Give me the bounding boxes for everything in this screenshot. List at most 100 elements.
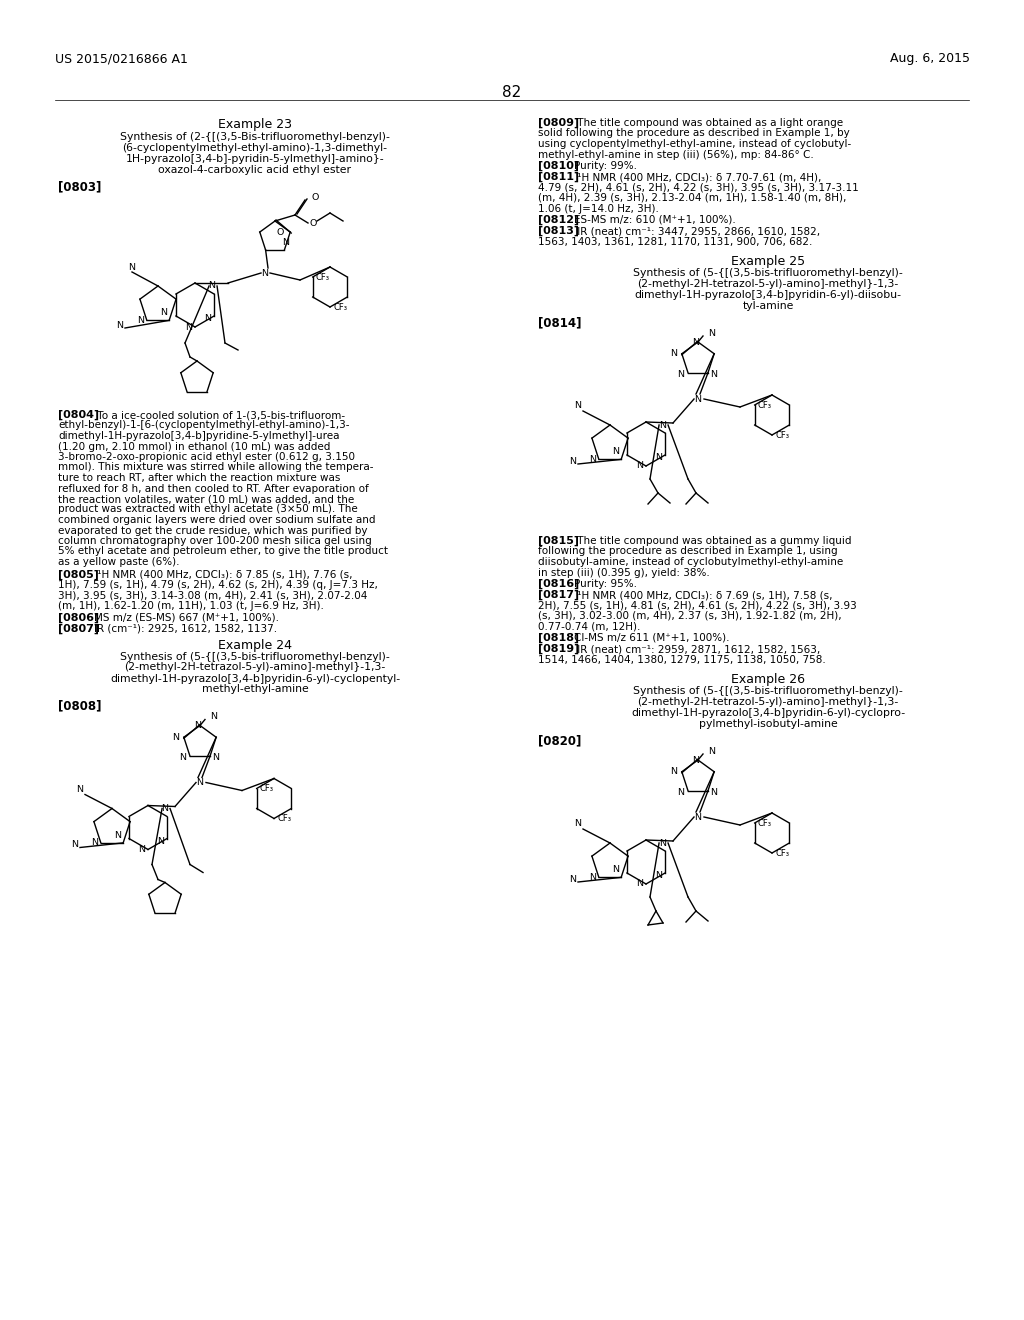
Text: as a yellow paste (6%).: as a yellow paste (6%). — [58, 557, 179, 568]
Text: [0818]: [0818] — [538, 634, 580, 643]
Text: ¹H NMR (400 MHz, CDCl₃): δ 7.70-7.61 (m, 4H),: ¹H NMR (400 MHz, CDCl₃): δ 7.70-7.61 (m,… — [574, 172, 821, 182]
Text: (2-methyl-2H-tetrazol-5-yl)-amino]-methyl}-1,3-: (2-methyl-2H-tetrazol-5-yl)-amino]-methy… — [637, 279, 899, 289]
Text: [0819]: [0819] — [538, 644, 580, 655]
Text: 1.06 (t, J=14.0 Hz, 3H).: 1.06 (t, J=14.0 Hz, 3H). — [538, 203, 658, 214]
Text: methyl-ethyl-amine in step (iii) (56%), mp: 84-86° C.: methyl-ethyl-amine in step (iii) (56%), … — [538, 149, 814, 160]
Text: 1563, 1403, 1361, 1281, 1170, 1131, 900, 706, 682.: 1563, 1403, 1361, 1281, 1170, 1131, 900,… — [538, 236, 812, 247]
Text: [0816]: [0816] — [538, 579, 580, 589]
Text: 4.79 (s, 2H), 4.61 (s, 2H), 4.22 (s, 3H), 3.95 (s, 3H), 3.17-3.11: 4.79 (s, 2H), 4.61 (s, 2H), 4.22 (s, 3H)… — [538, 182, 859, 193]
Text: The title compound was obtained as a gummy liquid: The title compound was obtained as a gum… — [574, 536, 852, 546]
Text: N: N — [636, 462, 643, 470]
Text: N: N — [694, 395, 701, 404]
Text: ES-MS m/z: 610 (M⁺+1, 100%).: ES-MS m/z: 610 (M⁺+1, 100%). — [574, 215, 736, 224]
Text: 1H-pyrazolo[3,4-b]-pyridin-5-ylmethyl]-amino}-: 1H-pyrazolo[3,4-b]-pyridin-5-ylmethyl]-a… — [126, 154, 384, 164]
Text: N: N — [670, 767, 677, 776]
Text: N: N — [636, 879, 643, 888]
Text: 1H), 7.59 (s, 1H), 4.79 (s, 2H), 4.62 (s, 2H), 4.39 (q, J=7.3 Hz,: 1H), 7.59 (s, 1H), 4.79 (s, 2H), 4.62 (s… — [58, 579, 378, 590]
Text: the reaction volatiles, water (10 mL) was added, and the: the reaction volatiles, water (10 mL) wa… — [58, 494, 354, 504]
Text: N: N — [670, 350, 677, 358]
Text: N: N — [72, 840, 79, 849]
Text: (m, 1H), 1.62-1.20 (m, 11H), 1.03 (t, J=6.9 Hz, 3H).: (m, 1H), 1.62-1.20 (m, 11H), 1.03 (t, J=… — [58, 601, 324, 611]
Text: N: N — [694, 813, 701, 821]
Text: Synthesis of (2-{[(3,5-Bis-trifluoromethyl-benzyl)-: Synthesis of (2-{[(3,5-Bis-trifluorometh… — [120, 132, 390, 143]
Text: [0812]: [0812] — [538, 215, 580, 226]
Text: refluxed for 8 h, and then cooled to RT. After evaporation of: refluxed for 8 h, and then cooled to RT.… — [58, 483, 369, 494]
Text: N: N — [677, 788, 684, 797]
Text: N: N — [185, 322, 193, 331]
Text: [0811]: [0811] — [538, 172, 580, 182]
Text: MS m/z (ES-MS) 667 (M⁺+1, 100%).: MS m/z (ES-MS) 667 (M⁺+1, 100%). — [94, 612, 279, 623]
Text: N: N — [77, 785, 84, 795]
Text: ture to reach RT, after which the reaction mixture was: ture to reach RT, after which the reacti… — [58, 473, 340, 483]
Text: N: N — [179, 754, 186, 762]
Text: ¹H NMR (400 MHz, CDCl₃): δ 7.69 (s, 1H), 7.58 (s,: ¹H NMR (400 MHz, CDCl₃): δ 7.69 (s, 1H),… — [574, 590, 833, 601]
Text: CF₃: CF₃ — [333, 302, 347, 312]
Text: N: N — [172, 733, 179, 742]
Text: The title compound was obtained as a light orange: The title compound was obtained as a lig… — [574, 117, 843, 128]
Text: [0815]: [0815] — [538, 536, 579, 546]
Text: oxazol-4-carboxylic acid ethyl ester: oxazol-4-carboxylic acid ethyl ester — [159, 165, 351, 176]
Text: Example 24: Example 24 — [218, 639, 292, 652]
Text: tyl-amine: tyl-amine — [742, 301, 794, 312]
Text: IR (neat) cm⁻¹: 2959, 2871, 1612, 1582, 1563,: IR (neat) cm⁻¹: 2959, 2871, 1612, 1582, … — [574, 644, 820, 653]
Text: Example 25: Example 25 — [731, 255, 805, 268]
Text: N: N — [708, 329, 715, 338]
Text: CF₃: CF₃ — [278, 814, 291, 822]
Text: [0809]: [0809] — [538, 117, 580, 128]
Text: Synthesis of (5-{[(3,5-bis-trifluoromethyl-benzyl)-: Synthesis of (5-{[(3,5-bis-trifluorometh… — [633, 686, 903, 696]
Text: N: N — [569, 874, 577, 883]
Text: O: O — [309, 219, 316, 228]
Text: column chromatography over 100-200 mesh silica gel using: column chromatography over 100-200 mesh … — [58, 536, 372, 546]
Text: CF₃: CF₃ — [260, 784, 273, 793]
Text: [0806]: [0806] — [58, 612, 99, 623]
Text: N: N — [677, 370, 684, 379]
Text: CF₃: CF₃ — [758, 400, 772, 409]
Text: N: N — [655, 871, 663, 880]
Text: 82: 82 — [503, 84, 521, 100]
Text: N: N — [574, 820, 582, 829]
Text: ¹H NMR (400 MHz, CDCl₃): δ 7.85 (s, 1H), 7.76 (s,: ¹H NMR (400 MHz, CDCl₃): δ 7.85 (s, 1H),… — [94, 569, 352, 579]
Text: Aug. 6, 2015: Aug. 6, 2015 — [890, 51, 970, 65]
Text: following the procedure as described in Example 1, using: following the procedure as described in … — [538, 546, 838, 557]
Text: N: N — [612, 447, 620, 457]
Text: N: N — [574, 401, 582, 411]
Text: [0814]: [0814] — [538, 315, 582, 329]
Text: N: N — [589, 873, 596, 882]
Text: in step (iii) (0.395 g), yield: 38%.: in step (iii) (0.395 g), yield: 38%. — [538, 568, 710, 578]
Text: N: N — [692, 756, 699, 766]
Text: O: O — [276, 227, 285, 236]
Text: N: N — [204, 314, 211, 323]
Text: N: N — [137, 315, 143, 325]
Text: 3-bromo-2-oxo-propionic acid ethyl ester (0.612 g, 3.150: 3-bromo-2-oxo-propionic acid ethyl ester… — [58, 451, 355, 462]
Text: Example 23: Example 23 — [218, 117, 292, 131]
Text: 5% ethyl acetate and petroleum ether, to give the title product: 5% ethyl acetate and petroleum ether, to… — [58, 546, 388, 557]
Text: CF₃: CF₃ — [315, 272, 330, 281]
Text: solid following the procedure as described in Example 1, by: solid following the procedure as describ… — [538, 128, 850, 139]
Text: N: N — [138, 845, 145, 854]
Text: Cl-MS m/z 611 (M⁺+1, 100%).: Cl-MS m/z 611 (M⁺+1, 100%). — [574, 634, 729, 643]
Text: Synthesis of (5-{[(3,5-bis-trifluoromethyl-benzyl)-: Synthesis of (5-{[(3,5-bis-trifluorometh… — [633, 268, 903, 279]
Text: methyl-ethyl-amine: methyl-ethyl-amine — [202, 685, 308, 694]
Text: N: N — [209, 281, 216, 290]
Text: N: N — [612, 866, 620, 874]
Text: mmol). This mixture was stirred while allowing the tempera-: mmol). This mixture was stirred while al… — [58, 462, 374, 473]
Text: [0808]: [0808] — [58, 700, 101, 713]
Text: (s, 3H), 3.02-3.00 (m, 4H), 2.37 (s, 3H), 1.92-1.82 (m, 2H),: (s, 3H), 3.02-3.00 (m, 4H), 2.37 (s, 3H)… — [538, 611, 842, 620]
Text: N: N — [589, 455, 596, 463]
Text: N: N — [692, 338, 699, 347]
Text: (2-methyl-2H-tetrazol-5-yl)-amino]-methyl}-1,3-: (2-methyl-2H-tetrazol-5-yl)-amino]-methy… — [637, 697, 899, 708]
Text: using cyclopentylmethyl-ethyl-amine, instead of cyclobutyl-: using cyclopentylmethyl-ethyl-amine, ins… — [538, 139, 851, 149]
Text: N: N — [569, 457, 577, 466]
Text: Purity: 95%.: Purity: 95%. — [574, 579, 637, 589]
Text: combined organic layers were dried over sodium sulfate and: combined organic layers were dried over … — [58, 515, 376, 525]
Text: IR (cm⁻¹): 2925, 1612, 1582, 1137.: IR (cm⁻¹): 2925, 1612, 1582, 1137. — [94, 623, 278, 634]
Text: diisobutyl-amine, instead of cyclobutylmethyl-ethyl-amine: diisobutyl-amine, instead of cyclobutylm… — [538, 557, 843, 568]
Text: pylmethyl-isobutyl-amine: pylmethyl-isobutyl-amine — [698, 719, 838, 729]
Text: N: N — [195, 722, 202, 730]
Text: N: N — [708, 747, 715, 755]
Text: N: N — [710, 788, 717, 797]
Text: [0817]: [0817] — [538, 590, 580, 601]
Text: 0.77-0.74 (m, 12H).: 0.77-0.74 (m, 12H). — [538, 622, 640, 631]
Text: (1.20 gm, 2.10 mmol) in ethanol (10 mL) was added: (1.20 gm, 2.10 mmol) in ethanol (10 mL) … — [58, 441, 331, 451]
Text: evaporated to get the crude residue, which was purified by: evaporated to get the crude residue, whi… — [58, 525, 368, 536]
